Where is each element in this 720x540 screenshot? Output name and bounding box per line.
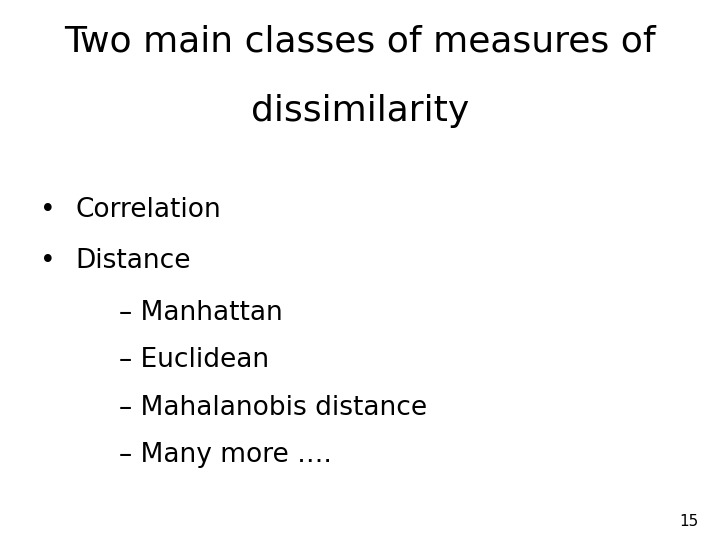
Text: dissimilarity: dissimilarity xyxy=(251,94,469,129)
Text: •: • xyxy=(40,248,55,274)
Text: – Euclidean: – Euclidean xyxy=(119,347,269,373)
Text: – Many more ….: – Many more …. xyxy=(119,442,332,468)
Text: •: • xyxy=(40,197,55,223)
Text: Correlation: Correlation xyxy=(76,197,221,223)
Text: – Manhattan: – Manhattan xyxy=(119,300,282,326)
Text: Two main classes of measures of: Two main classes of measures of xyxy=(64,24,656,58)
Text: – Mahalanobis distance: – Mahalanobis distance xyxy=(119,395,427,421)
Text: Distance: Distance xyxy=(76,248,191,274)
Text: 15: 15 xyxy=(679,514,698,529)
